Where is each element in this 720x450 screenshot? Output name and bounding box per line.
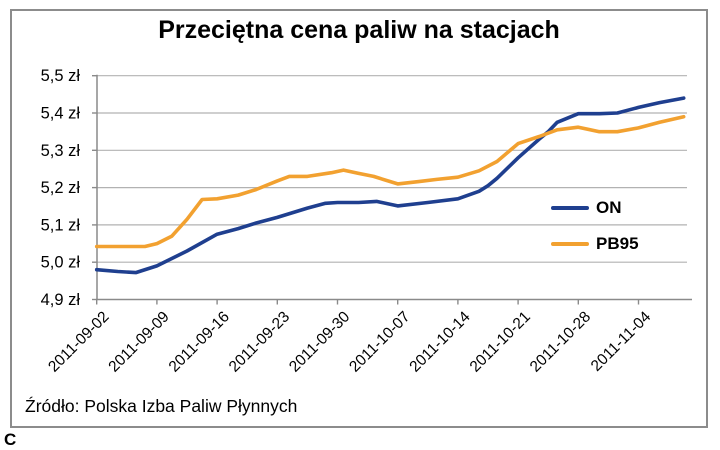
legend-label-pb95: PB95	[596, 234, 639, 253]
x-axis-label: 2011-11-04	[588, 308, 655, 375]
y-axis-label: 5,3 zł	[41, 142, 81, 160]
source-caption: Źródło: Polska Izba Paliw Płynnych	[25, 396, 298, 416]
x-axis-label: 2011-09-16	[166, 308, 233, 375]
stray-glyph: C	[4, 430, 17, 449]
legend-line-pb95-sample	[551, 242, 589, 246]
legend-item-pb95: PB95	[551, 234, 639, 254]
x-axis-label: 2011-09-23	[226, 308, 293, 375]
x-axis-label: 2011-10-21	[467, 308, 534, 375]
x-axis-label: 2011-09-30	[286, 308, 354, 376]
chart-border	[10, 9, 708, 428]
legend-line-on-sample	[551, 206, 589, 210]
x-axis-label: 2011-10-14	[406, 308, 474, 376]
chart-title: Przeciętna cena paliw na stacjach	[158, 16, 560, 44]
y-axis-label: 4,9 zł	[41, 291, 81, 309]
y-axis-label: 5,1 zł	[41, 216, 81, 234]
x-axis-label: 2011-10-07	[346, 308, 413, 375]
y-axis-label: 5,5 zł	[41, 67, 81, 85]
y-axis-label: 5,4 zł	[41, 105, 81, 123]
y-axis-label: 5,2 zł	[41, 179, 81, 197]
legend-label-on: ON	[596, 198, 622, 217]
x-axis-label: 2011-09-02	[45, 308, 112, 375]
legend-item-on: ON	[551, 198, 622, 218]
series-line-pb95	[94, 114, 686, 249]
series-line-on	[94, 96, 686, 275]
x-axis-label: 2011-09-09	[105, 308, 172, 375]
y-axis-label: 5,0 zł	[41, 254, 81, 272]
x-axis-label: 2011-10-28	[527, 308, 594, 375]
